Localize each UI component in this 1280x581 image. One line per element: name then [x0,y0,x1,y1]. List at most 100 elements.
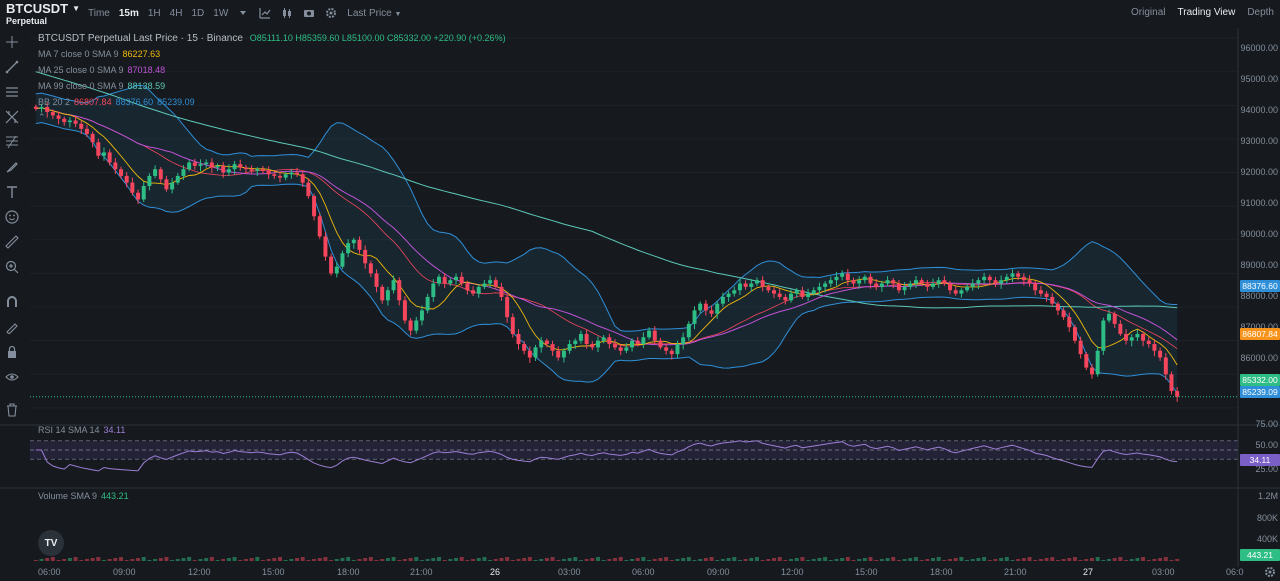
candle-type-icon[interactable] [281,7,293,19]
ma25-legend-value: 87018.48 [127,65,166,75]
ma99-legend[interactable]: MA 99 close 0 SMA 9 88138.59 [38,81,165,91]
candle-down [408,320,413,331]
price-axis-label: 91000.00 [1240,198,1278,208]
fib-retracement-icon[interactable] [4,134,20,150]
price-source-dropdown[interactable]: Last Price ▼ [347,8,401,19]
view-original[interactable]: Original [1131,7,1166,18]
trash-icon[interactable] [4,402,20,418]
volume-legend[interactable]: Volume SMA 9 443.21 [38,491,129,501]
trend-line-icon[interactable] [4,59,20,75]
emoji-icon[interactable] [4,209,20,225]
candle-down [459,276,464,284]
symbol-name[interactable]: BTCUSDT ▼ [6,1,80,16]
candle-down [1118,323,1123,334]
draw-lock-pencil-icon[interactable] [4,319,20,335]
volume-bar [857,559,862,561]
volume-bar [215,560,220,561]
volume-bar [948,559,953,561]
candle-down [1146,340,1151,345]
volume-bar [641,557,646,561]
candle-up [175,175,180,183]
volume-bar [976,558,981,561]
volume-bar [624,560,629,561]
screenshot-camera-icon[interactable] [303,7,315,19]
candle-up [630,340,635,348]
candle-down [278,175,282,178]
candle-down [516,333,521,345]
magnet-icon[interactable] [4,294,20,310]
candle-down [669,350,674,355]
volume-bar [380,559,385,561]
ma7-legend[interactable]: MA 7 close 0 SMA 9 86227.63 [38,49,160,59]
volume-bar [1078,560,1083,561]
volume-bar [408,558,413,561]
ruler-icon[interactable] [4,234,20,250]
volume-bar [306,560,311,561]
bb-basis-price-tag: 86807.84 [1240,328,1280,340]
volume-bar [1135,558,1140,561]
candle-down [800,290,805,297]
rsi-legend[interactable]: RSI 14 SMA 14 34.11 [38,425,125,435]
candle-down [249,169,254,171]
volume-bar [226,558,231,561]
volume-bar [1072,557,1077,561]
candle-down [1124,333,1129,341]
volume-bar [942,560,947,561]
bollinger-basis-line [35,107,1178,350]
volume-bar [204,558,209,561]
volume-bar [777,557,782,561]
candle-down [664,347,669,351]
volume-bar [828,560,833,561]
ma25-legend[interactable]: MA 25 close 0 SMA 9 87018.48 [38,65,165,75]
volume-bar [493,559,498,561]
more-intervals-chevron-icon[interactable] [237,7,249,19]
chart-settings-gear-icon[interactable] [1264,566,1276,578]
collapse-legend-chevron-icon[interactable]: ⌃ [38,112,46,122]
zoom-in-icon[interactable] [4,259,20,275]
volume-bar [931,558,935,561]
eye-icon[interactable] [4,369,20,385]
indicators-icon[interactable] [259,7,271,19]
volume-bar [33,560,38,561]
volume-bar [1021,558,1026,561]
candle-up [1004,276,1009,281]
chart-toolbar: Time 15m 1H 4H 1D 1W Last Price ▼ [88,7,410,19]
view-trading-view[interactable]: Trading View [1177,7,1236,18]
candle-down [124,175,129,183]
interval-4h[interactable]: 4H [169,7,183,19]
bb-legend[interactable]: BB 20 2 86807.84 88376.60 85239.09 [38,97,195,107]
volume-bar [79,560,84,561]
interval-1h[interactable]: 1H [147,7,161,19]
volume-bar [692,560,697,561]
horizontal-lines-icon[interactable] [4,84,20,100]
lock-icon[interactable] [4,344,20,360]
volume-bar [431,558,436,561]
brush-icon[interactable] [4,159,20,175]
volume-bar [669,560,674,561]
candle-down [658,340,663,348]
interval-15m[interactable]: 15m [118,7,139,19]
candle-up [334,266,339,274]
price-axis-label: 89000.00 [1240,260,1278,270]
tradingview-logo[interactable]: TV [38,530,64,556]
candle-up [425,296,430,311]
volume-bar [908,558,913,561]
interval-1w[interactable]: 1W [213,7,229,19]
interval-1d[interactable]: 1D [191,7,205,19]
crosshair-icon[interactable] [4,34,20,50]
symbol-selector[interactable]: BTCUSDT ▼ Perpetual [6,1,80,26]
candle-up [999,280,1004,284]
candle-down [1158,350,1163,358]
candle-up [595,340,600,348]
volume-bar [1163,557,1168,561]
view-depth[interactable]: Depth [1247,7,1274,18]
candle-down [73,120,78,124]
text-tool-icon[interactable] [4,184,20,200]
candle-down [1078,340,1083,355]
candle-up [647,330,652,338]
pitchfork-icon[interactable] [4,109,20,125]
time-axis-label: 15:00 [262,567,285,577]
settings-gear-icon[interactable] [325,7,337,19]
volume-bar [556,560,561,561]
